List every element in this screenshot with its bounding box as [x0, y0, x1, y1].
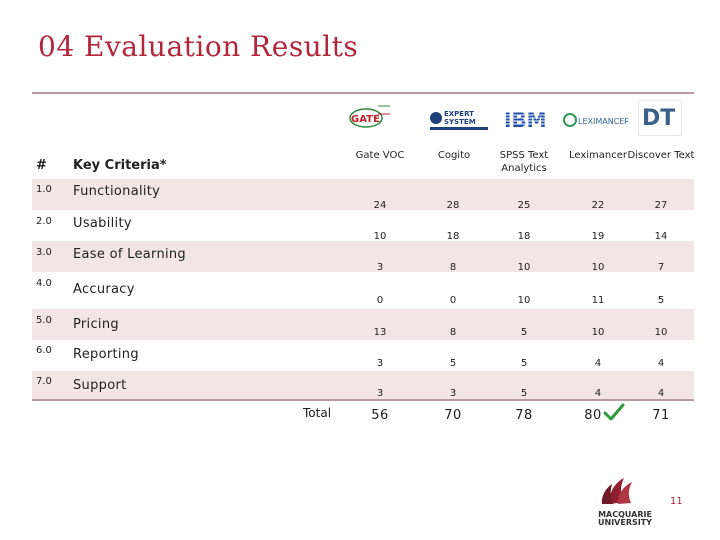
- macquarie-logo: MACQUARIE UNIVERSITY: [598, 478, 652, 527]
- score-cell: 27: [654, 200, 668, 211]
- score-cell: 3: [376, 388, 384, 399]
- slide-title: 04 Evaluation Results: [38, 30, 359, 63]
- gate-logo: GATE: [349, 105, 390, 128]
- score-cell: 8: [449, 262, 457, 273]
- score-cell: 4: [594, 388, 602, 399]
- table-row: 5.0 Pricing 13 8 5 10 10: [32, 309, 694, 340]
- score-cell: 4: [594, 358, 602, 369]
- score-cell: 10: [654, 327, 668, 338]
- page-number: 11: [670, 496, 683, 507]
- score-cell: 13: [373, 327, 387, 338]
- row-criteria: Pricing: [73, 317, 119, 332]
- discovertext-logo-text: DT: [642, 106, 675, 131]
- score-cell: 5: [449, 358, 457, 369]
- score-cell: 7: [657, 262, 665, 273]
- macquarie-line2: UNIVERSITY: [598, 518, 652, 527]
- table-row: 2.0 Usability 10 18 18 19 14: [32, 210, 694, 242]
- table-row: 7.0 Support 3 3 5 4 4: [32, 371, 694, 399]
- row-criteria: Usability: [73, 216, 132, 231]
- leximancer-logo: LEXIMANCER: [563, 113, 628, 127]
- row-criteria: Reporting: [73, 347, 139, 362]
- score-cell: 8: [449, 327, 457, 338]
- row-criteria: Ease of Learning: [73, 247, 186, 262]
- score-cell: 5: [520, 327, 528, 338]
- score-cell: 10: [373, 231, 387, 242]
- total-label: Total: [303, 406, 332, 420]
- total-gate: 56: [371, 408, 389, 423]
- macquarie-line1: MACQUARIE: [598, 510, 652, 519]
- score-cell: 11: [591, 295, 605, 306]
- score-cell: 14: [654, 231, 668, 242]
- score-cell: 25: [517, 200, 531, 211]
- score-cell: 10: [517, 295, 531, 306]
- header-criteria: Key Criteria*: [73, 158, 167, 173]
- row-criteria: Functionality: [73, 184, 161, 199]
- title-divider: [32, 92, 694, 94]
- total-leximancer: 80: [584, 408, 602, 423]
- row-criteria: Support: [73, 378, 127, 393]
- score-cell: 5: [520, 388, 528, 399]
- header-number: #: [36, 158, 47, 173]
- score-cell: 28: [446, 200, 460, 211]
- score-cell: 3: [449, 388, 457, 399]
- score-cell: 18: [517, 231, 531, 242]
- table-row: 1.0 Functionality 24 28 25 22 27: [32, 179, 694, 211]
- score-cell: 22: [591, 200, 605, 211]
- score-cell: 5: [520, 358, 528, 369]
- row-number: 4.0: [36, 278, 52, 289]
- discovertext-logo: DT: [638, 100, 682, 136]
- header-vendor-leximancer: Leximancer: [568, 150, 628, 161]
- score-cell: 0: [449, 295, 457, 306]
- leximancer-logo-text: LEXIMANCER: [578, 117, 628, 126]
- header-vendor-gate: Gate VOC: [355, 150, 405, 161]
- total-cogito: 70: [444, 408, 462, 423]
- table-row: 4.0 Accuracy 0 0 10 11 5: [32, 272, 694, 306]
- total-spss: 78: [515, 408, 533, 423]
- score-cell: 10: [591, 262, 605, 273]
- header-vendor-cogito: Cogito: [437, 150, 471, 161]
- score-cell: 4: [657, 358, 665, 369]
- score-cell: 19: [591, 231, 605, 242]
- table-row: 3.0 Ease of Learning 3 8 10 10 7: [32, 241, 694, 273]
- table-bottom-divider: [32, 399, 694, 401]
- row-number: 3.0: [36, 247, 52, 258]
- total-discovertext: 71: [652, 408, 670, 423]
- row-number: 7.0: [36, 376, 52, 387]
- score-cell: 10: [517, 262, 531, 273]
- score-cell: 3: [376, 358, 384, 369]
- header-vendor-spss: SPSS Text Analytics: [499, 150, 549, 174]
- row-number: 1.0: [36, 184, 52, 195]
- row-number: 2.0: [36, 216, 52, 227]
- score-cell: 0: [376, 295, 384, 306]
- header-vendor-discovertext: Discover Text: [627, 150, 695, 161]
- score-cell: 24: [373, 200, 387, 211]
- row-number: 5.0: [36, 315, 52, 326]
- ibm-logo: IBM: [503, 108, 545, 132]
- gate-logo-text: GATE: [351, 114, 380, 125]
- expert-system-line1: EXPERT: [444, 110, 474, 118]
- score-cell: 4: [657, 388, 665, 399]
- score-cell: 3: [376, 262, 384, 273]
- check-icon: [603, 403, 625, 421]
- expert-system-logo: EXPERT SYSTEM: [428, 106, 490, 132]
- score-cell: 5: [657, 295, 665, 306]
- score-cell: 18: [446, 231, 460, 242]
- table-row: 6.0 Reporting 3 5 5 4 4: [32, 340, 694, 371]
- expert-system-line2: SYSTEM: [444, 118, 476, 126]
- score-cell: 10: [591, 327, 605, 338]
- evaluation-table: # Key Criteria* Gate VOC Cogito SPSS Tex…: [32, 94, 694, 401]
- row-number: 6.0: [36, 345, 52, 356]
- row-criteria: Accuracy: [73, 282, 135, 297]
